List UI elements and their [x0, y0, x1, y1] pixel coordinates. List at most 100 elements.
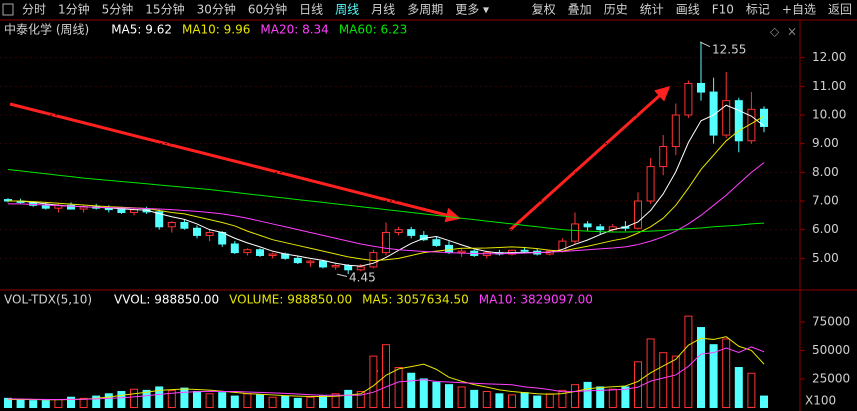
volume-bar — [571, 384, 579, 408]
candle-body — [596, 226, 605, 231]
y-tick-label: 12.00 — [812, 50, 846, 64]
ma-line — [7, 168, 765, 233]
y-tick-label: 25000 — [812, 371, 850, 385]
toolbar-tab[interactable]: 60分钟 — [248, 2, 287, 17]
volume-bar — [684, 315, 693, 408]
candle-body — [268, 253, 277, 256]
panel-title: VOL-TDX(5,10) — [4, 293, 92, 307]
volume-bar — [407, 372, 416, 409]
volume-bar — [709, 344, 718, 408]
toolbar-tab[interactable]: 1分钟 — [58, 2, 90, 17]
candle-body — [583, 223, 592, 228]
volume-bar — [104, 393, 113, 408]
volume-bar — [533, 395, 542, 409]
toolbar-button[interactable]: 画线 — [676, 3, 700, 17]
volume-bar — [722, 338, 731, 408]
volume-bar — [621, 386, 630, 408]
toolbar-button[interactable]: F10 — [712, 3, 734, 17]
toolbar-button[interactable]: 统计 — [640, 3, 664, 17]
volume-bar — [419, 378, 428, 408]
volume-bar — [432, 381, 441, 408]
volume-bar — [659, 352, 668, 409]
volume-bar — [319, 395, 327, 409]
y-tick-label: 10.00 — [812, 108, 846, 122]
toolbar-button[interactable]: 叠加 — [568, 3, 592, 17]
toolbar-tab[interactable]: 30分钟 — [197, 2, 236, 17]
toolbar-tab[interactable]: 5分钟 — [102, 2, 134, 17]
toolbar-button[interactable]: 复权 — [532, 3, 556, 17]
candle-body — [722, 100, 731, 136]
toolbar-tab[interactable]: 15分钟 — [145, 2, 184, 17]
candle-body — [293, 257, 302, 264]
toolbar-tab[interactable]: 分时 — [22, 3, 46, 17]
volume-bar — [268, 396, 277, 408]
volume-bar — [281, 395, 290, 409]
candle-body — [67, 204, 75, 210]
volume-bar — [155, 386, 164, 408]
indicator-value: MA60: 6.23 — [339, 23, 407, 37]
volume-bar — [130, 388, 138, 408]
indicator-value: VOLUME: 988850.00 — [229, 293, 352, 307]
volume-bar — [760, 395, 768, 409]
toolbar-tab[interactable]: 多周期 — [407, 3, 443, 17]
candle-body — [155, 211, 164, 228]
volume-bar — [331, 393, 340, 408]
toolbar-tab[interactable]: 日线 — [299, 3, 323, 17]
volume-bar — [583, 381, 592, 408]
candle-body — [230, 243, 239, 254]
toolbar-button[interactable]: 返回 — [828, 3, 852, 17]
panel-icon[interactable]: × — [787, 25, 797, 39]
toolbar-tab[interactable]: 月线 — [371, 3, 395, 17]
volume-bar — [457, 386, 466, 408]
volume-bar — [394, 367, 403, 409]
candle-body — [41, 204, 50, 209]
volume-bar — [54, 399, 63, 408]
volume-bar — [41, 400, 50, 409]
indicator-value: MA5: 9.62 — [111, 23, 172, 37]
panel-title: 中泰化学 (周线) — [4, 22, 89, 37]
toolbar-tab[interactable]: 周线 — [335, 3, 359, 17]
volume-bar — [596, 386, 605, 408]
price-annotation: 12.55 — [712, 42, 746, 56]
candle-body — [571, 223, 579, 242]
toolbar-tab[interactable]: 更多 ▾ — [455, 3, 489, 17]
trend-arrow — [9, 102, 461, 223]
volume-bar — [293, 397, 302, 409]
indicator-value: MA5: 3057634.50 — [362, 293, 469, 307]
volume-bar — [180, 387, 189, 409]
volume-bar — [16, 399, 25, 408]
volume-bar — [306, 396, 315, 408]
candle-body — [646, 166, 655, 202]
volume-bar — [167, 389, 176, 409]
y-tick-label: 5.00 — [812, 251, 839, 265]
candle-body — [331, 265, 340, 268]
candle-body — [697, 82, 705, 93]
toolbar-button[interactable]: +自选 — [782, 3, 816, 17]
toolbar-button[interactable]: 历史 — [604, 3, 628, 17]
volume-bar — [117, 391, 126, 408]
ma-line — [8, 336, 765, 401]
volume-bar — [142, 389, 151, 409]
indicator-value: MA10: 9.96 — [182, 23, 250, 37]
candle-body — [407, 229, 416, 236]
volume-bar — [482, 391, 491, 408]
volume-bar — [508, 394, 516, 408]
volume-bar — [558, 389, 567, 409]
candle-body — [205, 232, 214, 236]
volume-bar — [470, 389, 479, 409]
candle-body — [256, 249, 264, 256]
panel-icon[interactable]: ◇ — [770, 25, 780, 39]
volume-bar — [344, 389, 353, 409]
volume-bar — [747, 372, 756, 409]
volume-bar — [445, 384, 453, 408]
toolbar-button[interactable]: 标记 — [746, 3, 770, 17]
candle-body — [243, 249, 252, 254]
indicator-value: MA20: 8.34 — [260, 23, 328, 37]
volume-bar — [205, 393, 214, 408]
candle-body — [180, 222, 189, 229]
toolbar-icon[interactable] — [2, 3, 14, 16]
volume-bar — [92, 395, 101, 409]
y-tick-label: 7.00 — [812, 194, 839, 208]
unit-label: X100 — [805, 394, 836, 408]
